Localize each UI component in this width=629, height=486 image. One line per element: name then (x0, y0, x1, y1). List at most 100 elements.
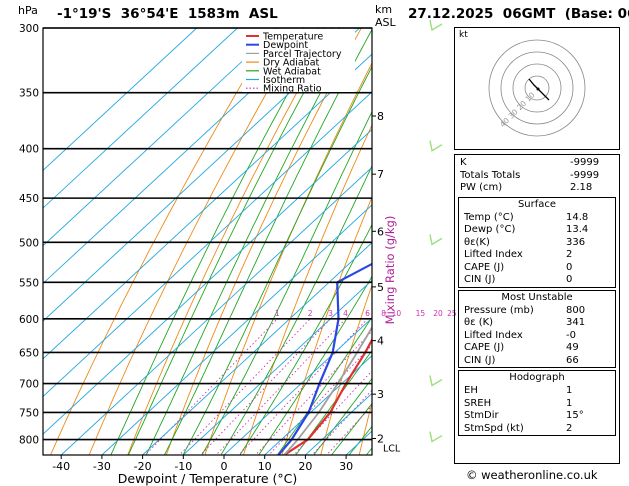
x-tick-label: -30 (93, 460, 111, 473)
pressure-tick-label: 500 (19, 237, 39, 249)
row-value: 66 (566, 354, 579, 366)
hodo-row: StmDir 15° (459, 410, 615, 423)
km-tick-label: 2 (377, 433, 384, 446)
km-tick-label: 7 (377, 168, 384, 181)
row-label: Lifted Index (464, 329, 523, 341)
mixing-ratio-line (215, 318, 346, 455)
x-tick-label: 10 (258, 460, 272, 473)
km-tick-label: 5 (377, 281, 384, 294)
location-title: -1°19'S 36°54'E 1583m ASL (57, 6, 278, 22)
mixing-ratio-label: 8 (381, 309, 386, 318)
surface-row: θε(K) 336 (459, 237, 615, 250)
surface-row: Temp (°C) 14.8 (459, 212, 615, 225)
mixing-ratio-label: 6 (365, 309, 370, 318)
hodograph-title: kt (459, 30, 468, 40)
pressure-tick-label: 600 (19, 314, 39, 326)
row-value: 336 (566, 236, 586, 248)
dry-adiabat-line (165, 28, 362, 455)
mu-row: Lifted Index -0 (459, 330, 615, 343)
stat-label: K (460, 157, 467, 168)
km-tick-label: 8 (377, 110, 384, 123)
stat-k: K -9999 (455, 157, 619, 170)
wet-adiabat-line (330, 402, 372, 455)
mu-row: CAPE (J) 49 (459, 342, 615, 355)
mixing-ratio-line (325, 404, 372, 455)
stat-label: Totals Totals (460, 169, 521, 181)
row-label: SREH (464, 397, 492, 409)
dewpoint-line (277, 262, 372, 455)
dry-adiabat-line (127, 28, 334, 455)
row-label: StmDir (464, 410, 499, 421)
mixing-ratio-label: 4 (343, 309, 348, 318)
legend-entry: Parcel Trajectory (263, 49, 342, 60)
legend-background (242, 29, 355, 92)
row-value: 14.8 (566, 211, 589, 223)
wet-adiabat-line (239, 223, 372, 455)
row-label: Pressure (mb) (464, 304, 534, 316)
legend-entry: Dry Adiabat (263, 58, 320, 69)
mixing-ratio-line (311, 389, 372, 455)
x-tick-label: 20 (298, 460, 312, 473)
row-label: Temp (°C) (464, 211, 514, 223)
mixing-ratio-line (254, 330, 372, 455)
stat-value: -9999 (570, 157, 600, 168)
wet-adiabat-line (163, 28, 372, 455)
mixing-ratio-line (238, 318, 368, 455)
dry-adiabat-line (320, 283, 372, 455)
row-label: CIN (J) (464, 274, 496, 285)
pressure-tick-label: 550 (19, 277, 39, 289)
row-value: -0 (566, 329, 576, 341)
row-value: 2 (566, 422, 573, 434)
copyright-footer[interactable]: © weatheronline.co.uk (466, 468, 598, 482)
mixing-ratio-label: 10 (392, 309, 402, 318)
mixing-ratio-label: 2 (308, 309, 313, 318)
hodograph: kt 10 20 30 40 (454, 27, 620, 150)
pressure-tick-label: 450 (19, 193, 39, 205)
wet-adiabat-line (313, 377, 372, 455)
row-value: 0 (566, 261, 573, 273)
dry-adiabat-line (281, 195, 372, 455)
pressure-tick-label: 700 (19, 379, 39, 391)
surface-row: Dewp (°C) 13.4 (459, 224, 615, 237)
mixing-ratio-line (293, 370, 372, 455)
x-axis-label: Dewpoint / Temperature (°C) (118, 471, 297, 486)
hodograph-ring (500, 51, 574, 125)
row-value: 15° (566, 410, 584, 421)
row-label: StmSpd (kt) (464, 422, 524, 434)
mixing-ratio-line (268, 344, 372, 455)
mixing-ratio-label: 25 (447, 309, 457, 318)
x-tick-label: -20 (134, 460, 152, 473)
most-unstable-box: Most Unstable Pressure (mb) 800 θε (K) 341… (458, 289, 616, 368)
row-label: CIN (J) (464, 354, 496, 366)
row-value: 2 (566, 249, 573, 260)
wet-adiabat-line (182, 65, 372, 455)
hodograph-ring (512, 63, 562, 113)
row-value: 341 (566, 317, 586, 328)
mixing-ratio-line (144, 318, 278, 455)
row-value: 13.4 (566, 224, 589, 235)
wind-barb (429, 19, 443, 32)
dry-adiabat-line (204, 62, 372, 455)
wet-adiabat-line (295, 349, 372, 455)
stat-pw: PW (cm) 2.18 (455, 182, 619, 195)
stats-panel: K -9999 Totals Totals -9999 PW (cm) 2.18 Su… (454, 154, 620, 464)
isotherm-line (43, 28, 279, 247)
row-label: EH (464, 385, 478, 396)
pressure-tick-label: 300 (19, 23, 39, 35)
stat-totals: Totals Totals -9999 (455, 170, 619, 183)
row-value: 800 (566, 304, 586, 316)
isotherm-line (43, 28, 360, 322)
km-label: km (375, 3, 393, 16)
x-tick-label: 0 (221, 460, 228, 473)
wet-adiabat-line (201, 110, 372, 455)
hodograph-ring (488, 39, 586, 137)
pressure-tick-label: 400 (19, 144, 39, 156)
parcel-trajectory-line (283, 325, 372, 455)
plot-frame (42, 27, 373, 456)
legend-entry: Isotherm (263, 75, 305, 86)
mixing-ratio-label: 1 (275, 309, 280, 318)
mixing-ratio-label: 3 (328, 309, 333, 318)
wind-barb (429, 375, 443, 387)
surface-title: Surface (517, 198, 557, 210)
legend-entry: Wet Adiabat (263, 66, 321, 77)
